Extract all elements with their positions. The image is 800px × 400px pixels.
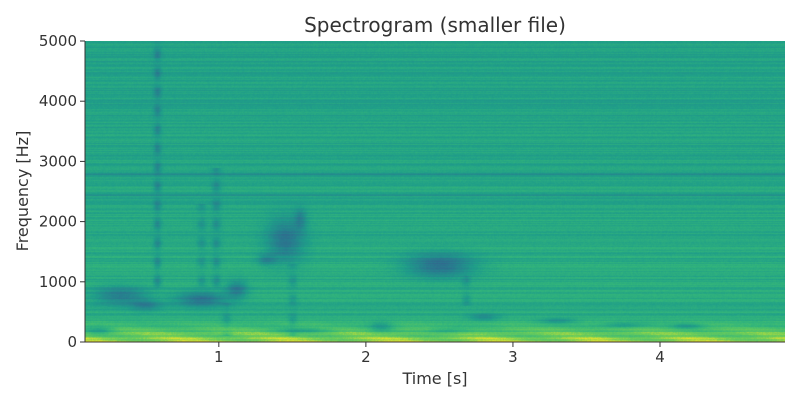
x-axis-ticks: 1 2 3 4: [214, 342, 665, 366]
y-axis-ticks: 0 1000 2000 3000 4000 5000: [39, 32, 85, 351]
y-tick-label: 2000: [39, 213, 77, 231]
y-tick-label: 4000: [39, 92, 77, 110]
x-tick-label: 3: [508, 348, 518, 366]
spectrogram-heatmap: [85, 41, 785, 342]
y-tick-label: 3000: [39, 152, 77, 170]
plot-area: [85, 41, 785, 342]
y-tick-label: 1000: [39, 273, 77, 291]
x-tick-label: 1: [214, 348, 224, 366]
y-axis-label: Frequency [Hz]: [13, 131, 32, 252]
x-tick-label: 4: [655, 348, 665, 366]
y-tick-label: 5000: [39, 32, 77, 50]
x-tick-label: 2: [361, 348, 371, 366]
y-tick-label: 0: [67, 333, 77, 351]
x-axis-label: Time [s]: [401, 369, 467, 388]
chart-title: Spectrogram (smaller file): [304, 13, 566, 37]
